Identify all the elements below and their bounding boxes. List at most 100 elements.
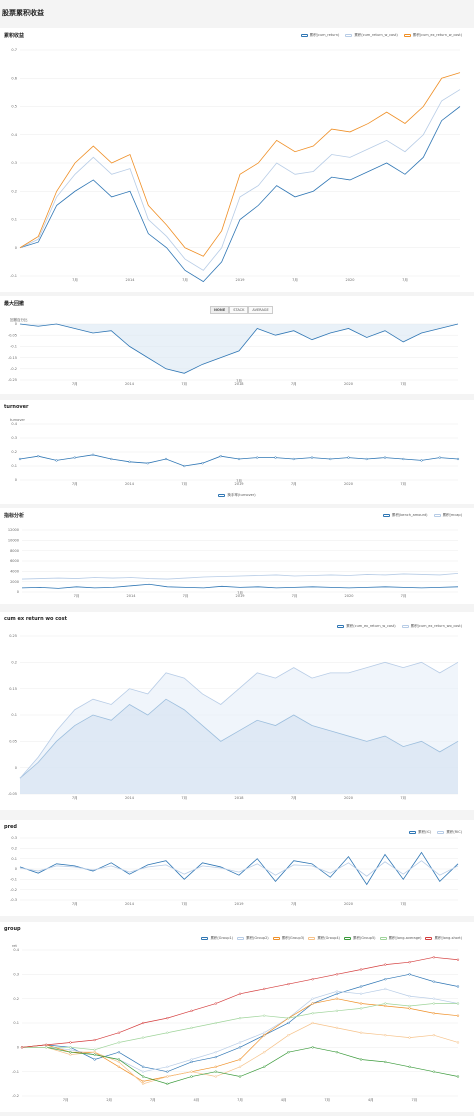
- x-tick-label: 7月: [292, 277, 298, 282]
- mode-average-button[interactable]: AVERAGE: [248, 306, 273, 314]
- series-point: [311, 997, 314, 1000]
- y-tick-label: 0.4: [13, 948, 19, 952]
- series-point: [311, 978, 314, 981]
- series-point: [311, 1002, 314, 1005]
- x-tick-label: 7月: [237, 1097, 243, 1102]
- series-point: [214, 1065, 217, 1068]
- x-tick-label: 4月: [194, 1097, 200, 1102]
- x-tick-label: 7月: [181, 901, 187, 906]
- series-point: [310, 456, 314, 459]
- y-tick-label: 0.1: [11, 464, 17, 468]
- series-point: [214, 1051, 217, 1054]
- series-point: [190, 1070, 193, 1073]
- panel-drawdown: 最大回撤 NONE STACK AVERAGE 0 -0.05 -0.1 -0.15 -…: [0, 296, 474, 394]
- series-point: [190, 1009, 193, 1012]
- series-point: [329, 457, 332, 461]
- series-point: [238, 1065, 242, 1068]
- series-point: [408, 1036, 411, 1039]
- series-point: [263, 1065, 266, 1068]
- legend-item[interactable]: 累积(bench_amount): [382, 513, 428, 518]
- x-tick-label: 2020: [344, 482, 353, 486]
- series-point: [69, 1046, 72, 1049]
- series-point: [18, 457, 22, 461]
- y-axis-label: turnover: [10, 418, 26, 422]
- legend-item[interactable]: 累积(RIC): [437, 830, 462, 835]
- mode-stack-button[interactable]: STACK: [229, 306, 249, 314]
- series-line: [19, 661, 459, 779]
- series-point: [69, 1051, 72, 1054]
- series-point: [384, 963, 387, 966]
- series-point: [238, 992, 242, 995]
- series-point: [287, 1016, 290, 1020]
- legend-item[interactable]: 累积(Group3): [272, 936, 304, 941]
- series-point: [408, 1065, 411, 1068]
- x-tick-label: 2018: [235, 382, 244, 386]
- x-tick-label: 2020: [344, 796, 353, 800]
- cumex-chart: 0.25 0.2 0.15 0.1 0.05 0 -0.05 7月 2014 7月 2018 7月 20…: [8, 634, 459, 800]
- series-point: [432, 1070, 435, 1073]
- legend-item[interactable]: 累积(cum_ex_return_w_cost): [403, 33, 462, 38]
- legend-item[interactable]: 累积(cum_return): [300, 33, 339, 38]
- legend-item[interactable]: 累积(Group5): [343, 936, 376, 941]
- series-point: [432, 1002, 435, 1005]
- legend-item[interactable]: 累积(IC): [409, 830, 431, 835]
- series-point: [117, 1065, 121, 1068]
- y-tick-label: 0.2: [11, 189, 17, 193]
- mode-none-button[interactable]: NONE: [210, 306, 230, 314]
- panel-title: 最大回撤: [4, 301, 25, 307]
- series-point: [141, 1082, 145, 1085]
- y-tick-label: 0.2: [11, 450, 17, 454]
- x-tick-label: 4月: [281, 1097, 287, 1102]
- x-tick-label: 7月: [181, 381, 187, 386]
- y-tick-label: 0: [15, 766, 17, 770]
- legend-item[interactable]: 累积(cum_return_w_cost): [345, 33, 398, 38]
- series-point: [45, 1043, 48, 1047]
- legend-item[interactable]: 累积(Group2): [237, 936, 269, 941]
- x-tick-label: 7月: [72, 795, 78, 800]
- legend-item[interactable]: 累积(cum_ex_return_w_cost): [337, 624, 396, 629]
- series-point: [214, 1070, 217, 1073]
- series-point: [335, 973, 339, 976]
- series-point: [141, 1036, 145, 1039]
- series-point: [128, 460, 131, 463]
- legend-item[interactable]: 累积(long-short): [425, 936, 462, 941]
- x-tick-label: 7月: [412, 1097, 418, 1102]
- x-tick-label: 2014: [127, 594, 137, 598]
- series-point: [214, 1002, 217, 1005]
- series-point: [408, 973, 411, 976]
- y-axis-label: 回撤百分比: [10, 317, 28, 322]
- x-tick-label: 2014: [125, 382, 135, 386]
- x-tick-label: 2019: [236, 594, 245, 598]
- series-line: [19, 454, 459, 467]
- x-tick-label: 2018: [235, 796, 244, 800]
- legend-item[interactable]: 累积(Group1): [201, 936, 233, 941]
- series-point: [292, 457, 295, 461]
- series-line: [19, 72, 461, 257]
- legend-item[interactable]: 累积(cum_ex_return_wo_cost): [401, 624, 462, 629]
- x-tick-label: 2020: [346, 278, 355, 282]
- series-point: [166, 1065, 169, 1068]
- legend-item[interactable]: 累积(mcap): [433, 513, 462, 518]
- legend-item[interactable]: 换手率(turnover): [227, 493, 256, 497]
- y-tick-label: 0.1: [13, 1021, 19, 1025]
- legend-item[interactable]: 累积(long-average): [379, 936, 421, 941]
- series-point: [183, 464, 186, 468]
- panel-title: pred: [4, 824, 18, 830]
- series-point: [408, 995, 411, 998]
- series-point: [117, 1058, 121, 1061]
- series-point: [359, 985, 363, 988]
- x-tick-label: 2014: [125, 796, 135, 800]
- x-tick-label: 7月: [400, 381, 406, 386]
- legend-item[interactable]: 累积(Group4): [308, 936, 340, 941]
- y-tick-label: 0.7: [11, 48, 17, 52]
- pred-chart: 0.3 0.2 0.1 0 -0.1 -0.2 -0.3 7月 2014 7月 2019 7月 2020…: [10, 836, 459, 906]
- series-point: [69, 1048, 72, 1051]
- y-tick-label: -0.1: [10, 345, 17, 349]
- annotation-label: 7月: [236, 478, 242, 483]
- x-tick-label: 7月: [182, 277, 188, 282]
- y-tick-label: 0: [15, 478, 17, 482]
- panel-group: group 累积(Group1) 累积(Group2) 累积(Group3) 累…: [0, 922, 474, 1112]
- x-tick-label: 7月: [72, 901, 78, 906]
